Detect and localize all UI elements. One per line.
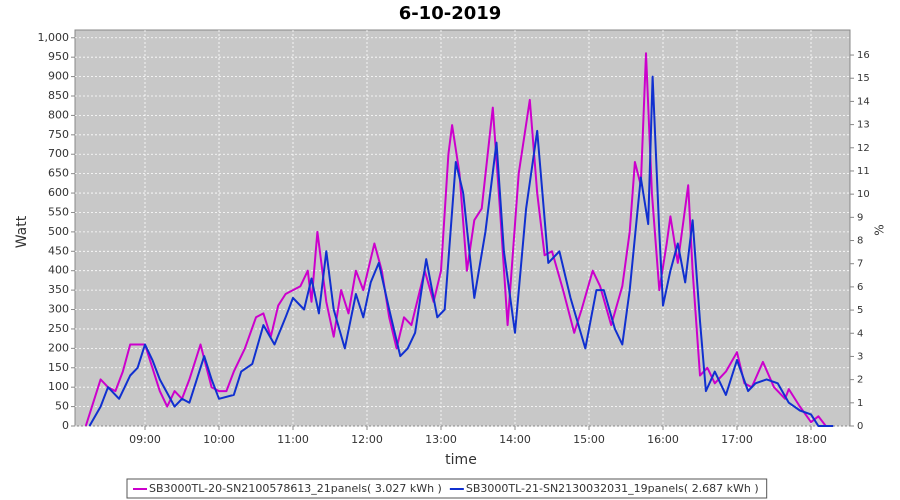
- y2-tick-label: 6: [857, 282, 863, 293]
- y-tick-label: 700: [48, 147, 69, 160]
- y2-tick-label: 4: [857, 328, 863, 339]
- y-axis-label: Watt: [14, 215, 30, 248]
- y2-tick-label: 5: [857, 305, 863, 316]
- x-tick-label: 14:00: [499, 433, 531, 446]
- y2-tick-label: 14: [857, 96, 870, 107]
- y-tick-label: 300: [48, 303, 69, 316]
- y-tick-label: 100: [48, 380, 69, 393]
- y2-tick-label: 16: [857, 50, 870, 61]
- plot-area: [74, 29, 851, 427]
- y-tick-label: 600: [48, 186, 69, 199]
- chart-title: 6-10-2019: [399, 3, 502, 24]
- y-tick-label: 250: [48, 322, 69, 335]
- x-tick-label: 17:00: [721, 433, 753, 446]
- y2-tick-label: 2: [857, 375, 863, 386]
- x-tick-label: 15:00: [573, 433, 605, 446]
- x-axis-label: time: [445, 452, 477, 468]
- y2-tick-label: 9: [857, 212, 863, 223]
- y2-tick-label: 0: [857, 421, 863, 432]
- y2-tick-label: 8: [857, 236, 863, 247]
- x-tick-label: 09:00: [129, 433, 161, 446]
- x-tick-label: 16:00: [647, 433, 679, 446]
- y2-tick-label: 12: [857, 143, 870, 154]
- y-tick-label: 400: [48, 264, 69, 277]
- y-tick-label: 950: [48, 50, 69, 63]
- y-tick-label: 450: [48, 244, 69, 257]
- series-line: [88, 75, 834, 427]
- x-tick-label: 10:00: [203, 433, 235, 446]
- x-tick-label: 13:00: [425, 433, 457, 446]
- y-tick-label: 500: [48, 225, 69, 238]
- y-tick-label: 650: [48, 167, 69, 180]
- y-tick-label: 200: [48, 341, 69, 354]
- y2-tick-label: 1: [857, 398, 863, 409]
- legend-label: SB3000TL-21-SN2130032031_19panels( 2.687…: [466, 482, 759, 495]
- x-tick-label: 18:00: [795, 433, 827, 446]
- legend-box: [126, 478, 768, 499]
- y2-tick-label: 3: [857, 351, 863, 362]
- y-tick-label: 350: [48, 283, 69, 296]
- y2-tick-label: 10: [857, 189, 870, 200]
- y-tick-label: 800: [48, 108, 69, 121]
- y2-tick-label: 13: [857, 120, 870, 131]
- x-tick-label: 12:00: [351, 433, 383, 446]
- y2-tick-label: 11: [857, 166, 870, 177]
- y-tick-label: 900: [48, 70, 69, 83]
- y-tick-label: 850: [48, 89, 69, 102]
- x-tick-label: 11:00: [277, 433, 309, 446]
- y2-tick-label: 15: [857, 73, 870, 84]
- y-tick-label: 750: [48, 128, 69, 141]
- y-tick-label: 1,000: [38, 31, 70, 44]
- y-tick-label: 50: [55, 400, 69, 413]
- y2-axis-label: %: [873, 224, 887, 235]
- y-tick-label: 550: [48, 205, 69, 218]
- y2-tick-label: 7: [857, 259, 863, 270]
- legend-label: SB3000TL-20-SN2100578613_21panels( 3.027…: [149, 482, 442, 495]
- y-tick-label: 0: [62, 419, 69, 432]
- y-tick-label: 150: [48, 361, 69, 374]
